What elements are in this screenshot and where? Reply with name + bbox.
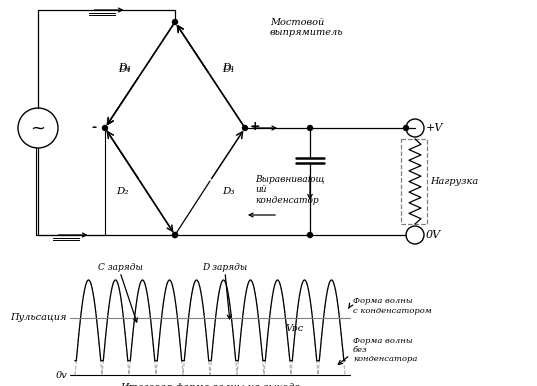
- Text: ~: ~: [31, 120, 46, 138]
- Circle shape: [172, 232, 178, 237]
- Circle shape: [103, 125, 107, 130]
- Text: D₄: D₄: [118, 63, 130, 71]
- Text: Форма волны
без
конденсатора: Форма волны без конденсатора: [353, 337, 417, 363]
- Text: 0V: 0V: [426, 230, 441, 240]
- Text: D₃: D₃: [222, 186, 234, 195]
- Text: Нагрузка: Нагрузка: [430, 177, 478, 186]
- Text: Форма волны
с конденсатором: Форма волны с конденсатором: [353, 297, 432, 315]
- Circle shape: [172, 20, 178, 24]
- Text: D₁: D₁: [222, 64, 234, 73]
- Text: Мостовой
выпрямитель: Мостовой выпрямитель: [270, 18, 344, 37]
- Text: D заряды: D заряды: [202, 263, 248, 272]
- Text: С заряды: С заряды: [98, 263, 142, 272]
- Text: D₄: D₄: [118, 64, 130, 73]
- Text: Выравнивающ
ий
конденсатор: Выравнивающ ий конденсатор: [255, 175, 324, 205]
- Text: +: +: [250, 120, 260, 132]
- Circle shape: [308, 125, 313, 130]
- Text: Итоговая форма волны на выходе: Итоговая форма волны на выходе: [120, 383, 300, 386]
- Text: 0v: 0v: [55, 371, 67, 379]
- Text: Vᴅᴄ: Vᴅᴄ: [286, 324, 304, 333]
- Text: D₂: D₂: [116, 186, 128, 195]
- Circle shape: [172, 232, 178, 237]
- Text: -: -: [92, 122, 97, 134]
- Text: Пульсация: Пульсация: [11, 313, 67, 322]
- Circle shape: [308, 232, 313, 237]
- Circle shape: [243, 125, 248, 130]
- Text: +V: +V: [426, 123, 444, 133]
- Circle shape: [403, 125, 409, 130]
- Text: D₁: D₁: [222, 63, 234, 71]
